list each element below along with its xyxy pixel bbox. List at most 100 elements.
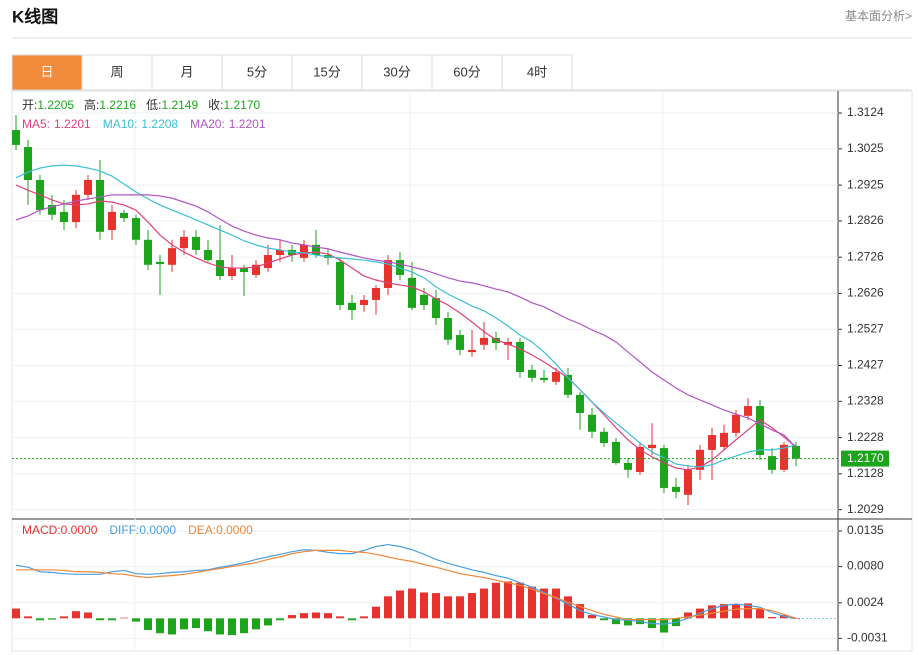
candle-body [432,298,440,319]
macd-bar [456,596,464,619]
macd-bar [756,608,764,619]
candle-body [480,337,488,345]
tab-label[interactable]: 15分 [313,64,340,79]
macd-bar [144,618,152,630]
candle-body [372,287,380,300]
macd-bar [732,604,740,619]
candle-body [756,406,764,455]
ohlc-label: 高: [84,97,99,112]
macd-bar [216,618,224,635]
candle-body [12,130,20,145]
macd-bar [420,592,428,619]
tab-label[interactable]: 4时 [527,64,547,79]
y-tick-label: 1.2029 [847,502,884,516]
candle-body [48,205,56,215]
candle-body [612,441,620,463]
ohlc-value: 1.2205 [37,98,74,112]
macd-legend-label: DIFF: [109,523,139,537]
macd-bar [312,612,320,619]
ma-line [15,194,797,448]
candle-body [696,449,704,470]
macd-bar [708,605,716,619]
macd-line [15,543,797,625]
tab[interactable] [501,54,573,91]
page-title: K线图 [12,6,58,26]
macd-bar [468,593,476,619]
macd-bar [624,618,632,626]
candle-body [168,248,176,265]
candle-body [636,447,644,472]
macd-bar [516,582,524,619]
candle-body [780,444,788,470]
tab-label[interactable]: 周 [110,64,123,79]
candle-body [384,260,392,288]
ma-line [15,184,797,471]
candle-body [144,239,152,265]
candle-body [576,394,584,413]
y-tick-label: 1.2626 [847,286,884,300]
candle-body [348,302,356,311]
ohlc-value: 1.2149 [161,98,198,112]
tab[interactable] [81,54,153,91]
candle-body [504,341,512,345]
candle-body [84,180,92,195]
y-tick-label: 1.2128 [847,466,884,480]
ohlc-label: 收: [208,98,223,112]
analysis-link[interactable]: 基本面分析> [845,9,912,23]
y-tick-label: 1.2726 [847,249,884,263]
macd-bar [204,618,212,632]
ohlc-value: 1.2216 [99,98,136,112]
macd-bar [36,618,44,621]
candle-body [216,260,224,277]
macd-bar [324,613,332,619]
candle-body [768,456,776,470]
macd-bar [48,618,56,620]
y-tick-label: 1.3124 [847,105,884,119]
macd-legend-value: 0.0000 [216,523,253,537]
candle-body [180,236,188,249]
macd-bar [156,618,164,634]
tab-label[interactable]: 日 [40,64,53,79]
macd-bar [96,618,104,621]
candle-body [648,444,656,449]
candle-body [132,218,140,240]
candle-body [732,414,740,433]
candle-body [300,244,308,258]
candle-body [720,432,728,447]
candle-body [336,261,344,305]
ohlc-label: 开: [22,98,37,112]
tab-label[interactable]: 30分 [383,64,410,79]
ma-line [15,164,797,468]
candle-body [60,211,68,223]
chart-frame [11,90,913,652]
candle-body [408,277,416,308]
macd-bar [552,588,560,619]
macd-bar [240,618,248,634]
macd-bar [84,612,92,619]
tab[interactable] [361,54,433,91]
tab-label[interactable]: 月 [180,64,193,79]
candle-body [72,194,80,223]
macd-bar [540,588,548,619]
macd-bar [396,590,404,619]
tab-label[interactable]: 5分 [247,64,267,79]
candle-body [600,431,608,444]
candle-body [240,268,248,273]
y-tick-label: 1.2328 [847,394,884,408]
macd-bar [612,618,620,625]
y-tick-label: 0.0135 [847,523,884,537]
ma-legend-name: MA10: [103,117,138,131]
candle-body [156,261,164,265]
candle-body [252,264,260,275]
macd-bar [792,618,800,619]
last-price-tag [841,450,889,467]
macd-bar [192,618,200,629]
candle-body [792,445,800,459]
macd-legend-value: 0.0000 [139,523,176,537]
macd-legend: MACD:0.0000 DIFF:0.0000 DEA:0.0000 [22,523,253,537]
macd-bar [492,582,500,619]
candle-body [192,236,200,250]
candle-body [108,211,116,231]
tab-label[interactable]: 60分 [453,64,480,79]
